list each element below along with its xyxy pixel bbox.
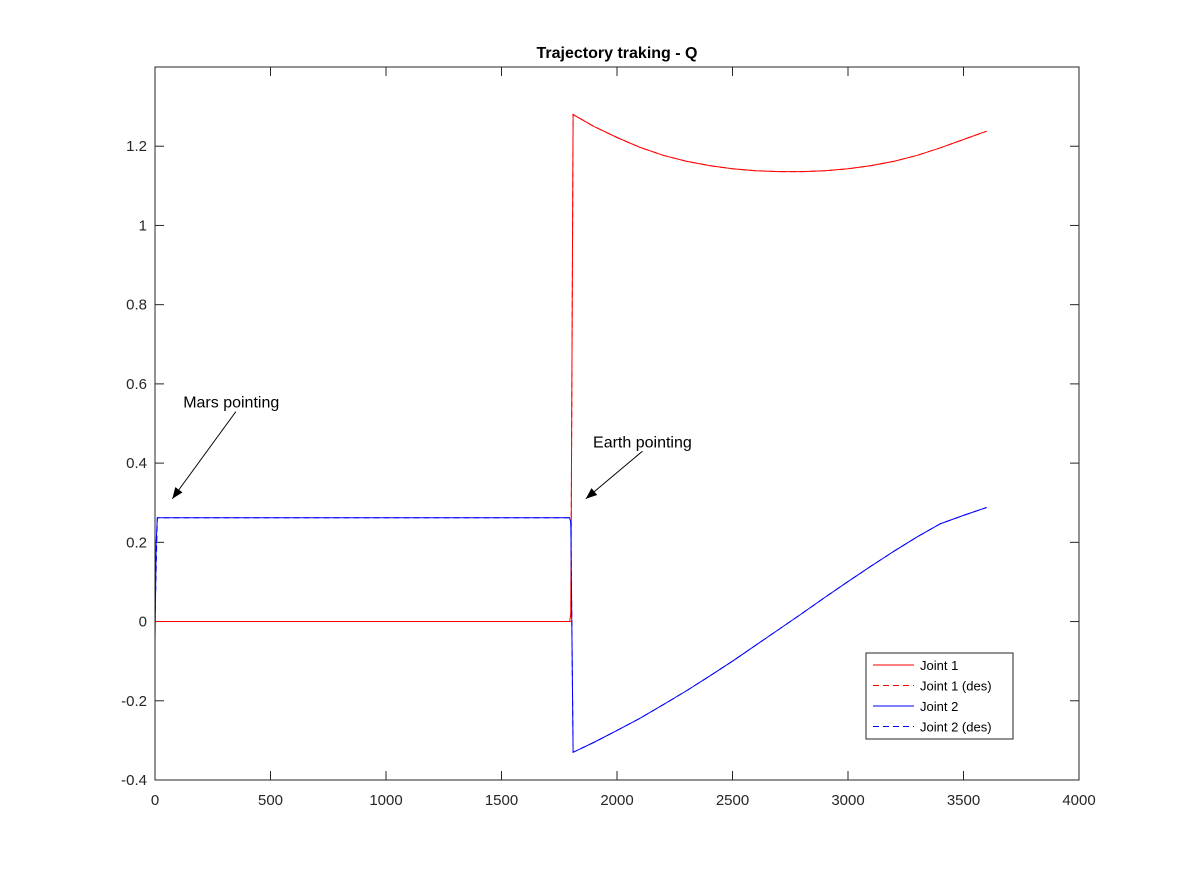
x-tick-label: 4000 [1062,792,1095,809]
x-tick-label: 0 [151,792,159,809]
chart-title: Trajectory traking - Q [537,45,698,62]
annotation-arrow-line [585,450,643,500]
annotation-label: Earth pointing [593,434,692,451]
y-tick-label: 0.4 [126,455,147,472]
x-tick-label: 1000 [369,792,402,809]
legend-label: Joint 1 (des) [920,679,992,694]
x-tick-label: 3000 [831,792,864,809]
series-line-1 [155,113,987,623]
x-tick-label: 500 [258,792,283,809]
y-tick-label: 0.8 [126,297,147,314]
legend-label: Joint 1 [920,658,958,673]
y-tick-label: 0 [139,614,147,631]
x-tick-label: 1500 [485,792,518,809]
legend-label: Joint 2 (des) [920,720,992,735]
annotation-arrow-line [171,411,237,500]
y-tick-label: 0.6 [126,376,147,393]
y-tick-label: -0.2 [121,693,147,710]
legend-label: Joint 2 [920,699,958,714]
y-tick-label: 0.2 [126,534,147,551]
y-tick-label: -0.4 [121,772,147,789]
y-tick-label: 1.2 [126,138,147,155]
annotation-label: Mars pointing [183,395,279,412]
x-tick-label: 2500 [716,792,749,809]
series-layer [155,113,987,754]
y-tick-label: 1 [139,217,147,234]
x-tick-label: 3500 [947,792,980,809]
annotation-arrow-head [585,488,598,499]
legend: Joint 1 Joint 1 (des) Joint 2 Joint 2 (des) [865,652,1014,740]
series-line-3 [155,507,987,754]
axis-ticks: 0 500 1000 1500 2000 2500 3000 3500 4000 -0.4 -0.2… [121,67,1096,809]
annotation-arrow-head [172,487,183,499]
legend-box [865,652,1014,740]
annotation-layer: Mars pointing Earth pointing [171,395,692,500]
x-tick-label: 2000 [600,792,633,809]
